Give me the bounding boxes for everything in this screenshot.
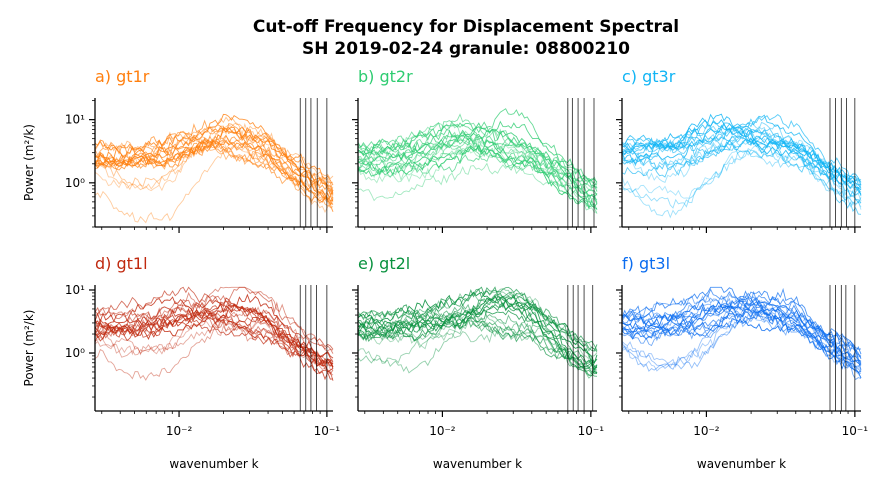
spectrum-line xyxy=(621,149,862,209)
spectrum-line xyxy=(357,120,598,183)
x-tick-label: 10⁻² xyxy=(693,424,720,438)
x-tick-label: 10⁻¹ xyxy=(314,424,341,438)
spectrum-line xyxy=(621,124,862,191)
spectrum-line xyxy=(357,309,598,370)
spectra-lines-1 xyxy=(357,108,598,214)
panel-title-4: e) gt2l xyxy=(358,254,410,273)
panel-5: f) gt3l 10⁻² 10⁻¹ wavenumber k xyxy=(616,254,868,471)
panel-title-5: f) gt3l xyxy=(622,254,670,273)
spectrum-line xyxy=(357,139,598,211)
spectrum-line xyxy=(94,130,334,199)
spectrum-line xyxy=(94,286,334,354)
spectrum-line xyxy=(621,113,862,188)
spectrum-line xyxy=(94,303,334,367)
panel-3: d) gt1l 10⁰ 10¹ Power (m²/k) 10⁻² 10⁻¹ wavenum… xyxy=(22,254,340,471)
spectrum-line xyxy=(621,298,862,374)
spectra-lines-5 xyxy=(621,286,862,381)
x-tick-label: 10⁻¹ xyxy=(578,424,605,438)
y-tick-label: 10¹ xyxy=(65,283,85,297)
panel-title-0: a) gt1r xyxy=(95,67,150,86)
spectrum-line xyxy=(621,300,862,370)
cutoff-lines-0 xyxy=(299,98,328,227)
spectrum-line xyxy=(621,134,862,204)
spectrum-line xyxy=(94,316,334,371)
y-tick-label: 10⁰ xyxy=(65,176,85,190)
cutoff-lines-3 xyxy=(299,285,328,411)
panel-4: e) gt2l 10⁻² 10⁻¹ wavenumber k xyxy=(352,254,604,471)
spectra-lines-2 xyxy=(621,113,862,219)
cutoff-lines-4 xyxy=(567,285,594,411)
spectrum-line xyxy=(357,293,598,364)
spectrum-line xyxy=(621,300,862,366)
x-axis-label: wavenumber k xyxy=(169,457,258,471)
spectrum-line xyxy=(357,315,598,374)
spectrum-line xyxy=(94,123,334,195)
spectra-lines-4 xyxy=(357,286,598,379)
spectrum-line xyxy=(94,126,334,194)
y-tick-label: 10⁰ xyxy=(65,346,85,360)
spectrum-line xyxy=(94,122,334,187)
spectrum-line xyxy=(357,139,598,210)
spectrum-line xyxy=(621,119,862,195)
spectrum-line xyxy=(621,137,862,215)
spectrum-line xyxy=(357,162,598,213)
figure-title-line1: Cut-off Frequency for Displacement Spect… xyxy=(253,17,679,37)
panel-title-3: d) gt1l xyxy=(95,254,148,273)
x-tick-label: 10⁻² xyxy=(429,424,456,438)
spectrum-line xyxy=(94,314,334,381)
spectrum-line xyxy=(357,309,598,377)
spectrum-line xyxy=(357,301,598,372)
x-axis-label: wavenumber k xyxy=(433,457,522,471)
spectrum-line xyxy=(94,296,334,369)
spectrum-line xyxy=(94,139,334,202)
spectrum-line xyxy=(94,310,334,381)
spectra-lines-0 xyxy=(94,113,334,224)
spectrum-line xyxy=(357,297,598,368)
spectrum-line xyxy=(94,300,334,368)
spectrum-line xyxy=(94,125,334,193)
cutoff-lines-1 xyxy=(567,98,595,227)
x-tick-label: 10⁻¹ xyxy=(842,424,869,438)
spectrum-line xyxy=(621,288,862,360)
panels-grid: a) gt1r 10⁰ 10¹ Power (m²/k) b) gt2r c) gt3r d… xyxy=(22,67,868,471)
panel-1: b) gt2r xyxy=(352,67,598,233)
spectrum-line xyxy=(621,305,862,379)
spectrum-line xyxy=(621,147,862,219)
spectrum-line xyxy=(94,126,334,202)
spectrum-line xyxy=(357,291,598,365)
panel-title-1: b) gt2r xyxy=(358,67,413,86)
spectrum-line xyxy=(94,293,334,359)
spectrum-line xyxy=(621,122,862,195)
spectrum-line xyxy=(94,297,334,363)
panel-0: a) gt1r 10⁰ 10¹ Power (m²/k) xyxy=(22,67,334,233)
spectrum-line xyxy=(357,129,598,196)
spectrum-line xyxy=(94,304,334,373)
cutoff-lines-2 xyxy=(829,98,856,227)
y-axis-label: Power (m²/k) xyxy=(22,310,36,387)
spectrum-line xyxy=(94,142,334,212)
spectrum-line xyxy=(621,297,862,362)
x-tick-label: 10⁻² xyxy=(166,424,193,438)
figure-title-line2: SH 2019-02-24 granule: 08800210 xyxy=(302,39,630,59)
panel-2: c) gt3r xyxy=(616,67,862,233)
spectrum-line xyxy=(357,120,598,184)
x-axis-label: wavenumber k xyxy=(697,457,786,471)
y-tick-label: 10¹ xyxy=(65,113,85,127)
y-axis-label: Power (m²/k) xyxy=(22,124,36,201)
spectrum-line xyxy=(357,122,598,198)
spectrum-line xyxy=(94,119,334,192)
spectrum-line xyxy=(621,309,862,374)
spectrum-line xyxy=(94,113,334,186)
spectrum-line xyxy=(621,129,862,196)
panel-title-2: c) gt3r xyxy=(622,67,676,86)
spectrum-line xyxy=(357,286,598,351)
spectrum-line xyxy=(94,145,334,224)
cutoff-lines-5 xyxy=(829,285,856,411)
spectrum-line xyxy=(94,286,334,352)
spectrum-line xyxy=(94,286,334,350)
spectra-lines-3 xyxy=(94,286,334,381)
